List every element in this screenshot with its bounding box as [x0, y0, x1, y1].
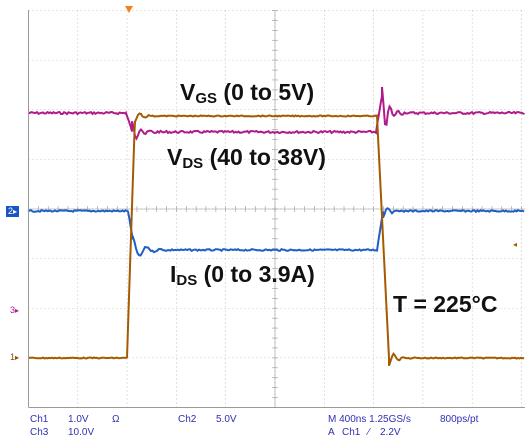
trigger-level[interactable]: 2.2V	[380, 427, 401, 438]
graticule-grid	[28, 10, 525, 408]
ch1-ground-marker[interactable]: 1▸	[10, 353, 19, 362]
right-arrow-icon: ▸	[13, 207, 18, 216]
vds-annotation: VDS (40 to 38V)	[167, 144, 326, 172]
vgs-range: (0 to 5V)	[217, 79, 315, 105]
timebase-readout[interactable]: M 400ns 1.25GS/s	[328, 414, 411, 425]
ch1-marker-label: 1	[10, 352, 16, 362]
ch2-scale: 5.0V	[216, 414, 237, 425]
ch2-ground-marker[interactable]: 2▸	[6, 206, 20, 217]
ch3-label[interactable]: Ch3	[30, 427, 49, 438]
trigger-slope-icon: ⁄	[368, 427, 370, 438]
ids-symbol: I	[170, 261, 177, 287]
ids-subscript: DS	[176, 272, 198, 289]
right-arrow-icon: ▸	[15, 306, 20, 315]
vgs-symbol: V	[180, 79, 196, 105]
ch2-marker-label: 2	[8, 206, 14, 216]
vgs-subscript: GS	[195, 90, 218, 107]
ch1-label[interactable]: Ch1	[30, 414, 49, 425]
ch2-label[interactable]: Ch2	[178, 414, 197, 425]
vds-subscript: DS	[182, 155, 204, 172]
ch3-scale: 10.0V	[68, 427, 95, 438]
ch3-marker-label: 3	[10, 305, 16, 315]
ids-range: (0 to 3.9A)	[197, 261, 315, 287]
vgs-annotation: VGS (0 to 5V)	[180, 79, 315, 107]
record-length: 800ps/pt	[440, 414, 479, 425]
vds-symbol: V	[167, 144, 183, 170]
ch3-vds-waveform	[27, 86, 525, 141]
ids-annotation: IDS (0 to 3.9A)	[170, 261, 315, 289]
trigger-position-marker	[125, 6, 133, 13]
right-arrow-icon: ▸	[15, 353, 20, 362]
ch2-ids-waveform	[27, 207, 525, 257]
trigger-source[interactable]: Ch1	[342, 427, 361, 438]
temperature-annotation: T = 225°C	[393, 291, 498, 317]
trigger-level-marker[interactable]: ◂	[513, 240, 517, 249]
ch1-scale: 1.0V	[68, 414, 89, 425]
left-arrow-icon: ◂	[513, 240, 518, 249]
ch3-ground-marker[interactable]: 3▸	[10, 306, 19, 315]
vds-range: (40 to 38V)	[203, 144, 326, 170]
ch1-coupling-ohm: Ω	[112, 414, 120, 425]
trigger-mode: A	[328, 427, 335, 438]
ch1-vgs-waveform	[27, 112, 525, 367]
